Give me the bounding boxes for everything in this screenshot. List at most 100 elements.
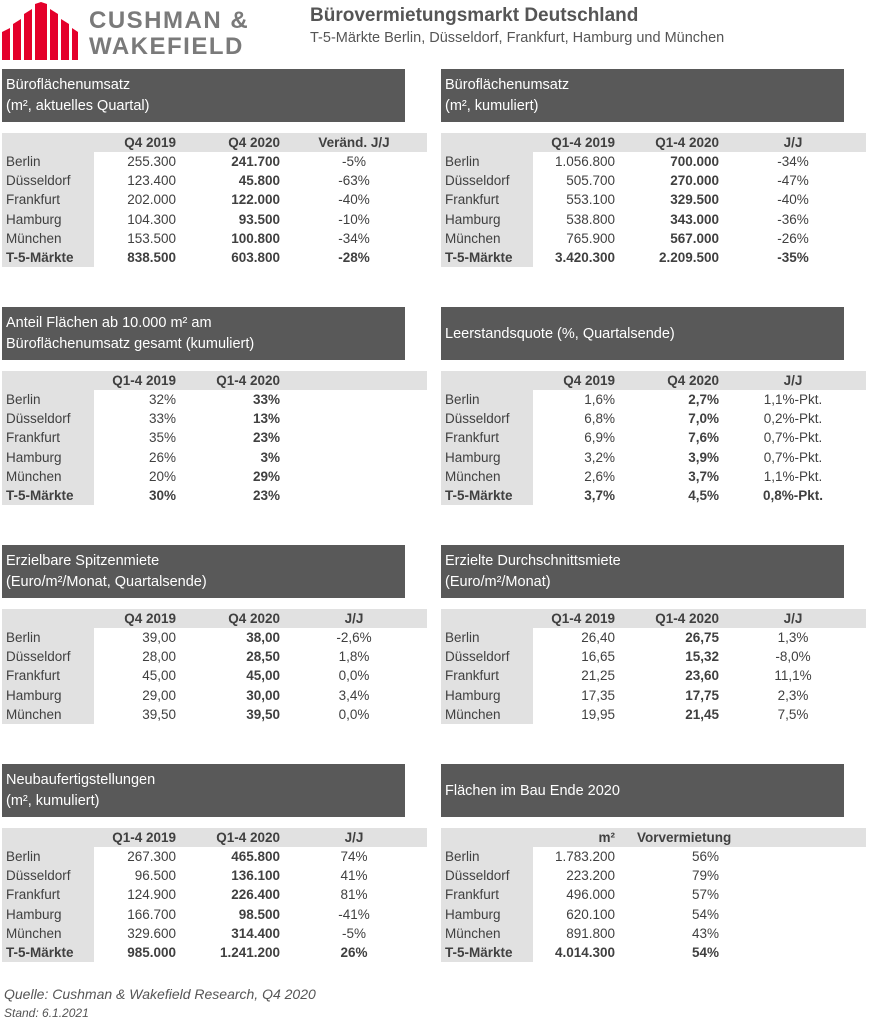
table-cell: 23% [252,487,280,503]
table-cell: 1,8% [338,649,370,665]
table-cell: -35% [777,249,809,265]
table-cell: 43% [691,925,719,941]
table-cell: 1.241.200 [219,944,280,960]
table-row: Düsseldorf 6,8% 7,0% 0,2%-Pkt. [441,409,866,429]
table-row: Berlin 39,00 38,00 -2,6% [2,628,427,648]
table-row: Hamburg 166.700 98.500 -41% [2,904,427,924]
table-cell: 166.700 [127,906,176,922]
table-cell: 2,3% [777,687,809,703]
table-cell [741,847,845,866]
table-cell: 74% [340,849,368,864]
table-total-row: T-5-Märkte 838.500 603.800 -28% [2,247,427,268]
table-row: Berlin 255.300 241.700 -5% [2,152,427,172]
table-cell: 23,60 [685,668,719,684]
date-note: Stand: 6.1.2021 [4,1006,89,1020]
table-cell: 270.000 [670,173,719,189]
panel-heading-line-1: Büroflächenumsatz [6,77,131,93]
row-label: Düsseldorf [441,866,533,886]
column-header [2,133,94,152]
column-header [741,828,845,847]
table-cell: 13% [252,411,280,427]
data-table: Q4 2019 Q4 2020 Veränd. J/J Berlin 255.300 24… [2,133,427,268]
table-cell [302,390,406,409]
table-cell: 465.800 [231,849,280,864]
table-cell: 241.700 [231,154,280,169]
row-label: Düsseldorf [441,409,533,429]
table-cell: 1.783.200 [554,849,615,864]
page-title: Bürovermietungsmarkt Deutschland [310,5,639,26]
panel-heading: Flächen im Bau Ende 2020 [441,764,844,817]
table-cell: 98.500 [238,906,280,922]
table-cell: 1.056.800 [554,154,615,169]
row-label: Berlin [2,390,94,410]
column-header: J/J [344,830,364,845]
table-cell: 202.000 [127,192,176,208]
table-row: Frankfurt 21,25 23,60 11,1% [441,666,866,686]
row-label: Frankfurt [2,885,94,905]
column-header: J/J [783,135,803,150]
row-label: Düsseldorf [2,171,94,191]
table-cell: 2,7% [688,392,719,407]
table-cell: 17,75 [685,687,719,703]
panel-heading-line-2: (m², kumuliert) [6,793,100,809]
table-cell: 0,0% [338,668,370,684]
table-cell: 891.800 [566,925,615,941]
table-cell: 32% [148,392,176,407]
row-label: Berlin [2,847,94,867]
table-row: Düsseldorf 96.500 136.100 41% [2,866,427,886]
table-cell: 553.100 [566,192,615,208]
table-cell: 2.209.500 [658,249,719,265]
column-header: Q4 2019 [124,611,176,626]
table-cell: 838.500 [127,249,176,265]
table-cell: 30,00 [246,687,280,703]
table-cell: 39,50 [246,706,280,722]
table-row: Frankfurt 496.000 57% [441,885,866,905]
row-label: Hamburg [2,209,94,229]
column-header: Q4 2019 [124,135,176,150]
row-label: Berlin [2,628,94,648]
table-cell: 3,4% [338,687,370,703]
table-cell: 7,5% [777,706,809,722]
row-label: Düsseldorf [2,866,94,886]
row-label: München [441,923,533,943]
panel-durchschnittsmiete: Erzielte Durchschnittsmiete (Euro/m²/Mona… [441,545,866,724]
table-row: Frankfurt 35% 23% [2,428,427,448]
table-row: München 329.600 314.400 -5% [2,923,427,943]
table-header-row: Q1-4 2019 Q1-4 2020 [2,371,427,390]
cushman-wakefield-logo-icon [2,2,78,60]
column-header: Vorvermietung [637,830,732,845]
column-header: Q1-4 2019 [551,611,615,626]
table-cell: 23% [252,430,280,446]
row-label: Frankfurt [2,428,94,448]
table-cell: 329.600 [127,925,176,941]
data-table: Q4 2019 Q4 2020 J/J Berlin 39,00 38,00 -2,6% Dü… [2,609,427,724]
table-cell: -40% [777,192,809,208]
row-label: Berlin [441,390,533,410]
table-cell: 93.500 [238,211,280,227]
row-label: Hamburg [2,685,94,705]
table-cell: 329.500 [670,192,719,208]
panel-spitzenmiete: Erzielbare Spitzenmiete (Euro/m²/Monat, Q… [2,545,427,724]
table-cell: 343.000 [670,211,719,227]
table-cell: 4,5% [688,487,719,503]
row-label: München [441,228,533,248]
table-row: Düsseldorf 16,65 15,32 -8,0% [441,647,866,667]
source-note: Quelle: Cushman & Wakefield Research, Q4… [4,986,316,1002]
column-header: Q1-4 2020 [216,373,280,388]
table-cell: 620.100 [566,906,615,922]
table-cell: 0,7%-Pkt. [763,449,823,465]
table-cell: 122.000 [231,192,280,208]
table-cell: 54% [691,944,719,960]
panel-umsatz-kumuliert: Büroflächenumsatz (m², kumuliert) Q1-4 201… [441,69,866,268]
table-cell: 45,00 [142,668,176,684]
logo-line-1: CUSHMAN & [89,7,250,34]
table-row: Berlin 267.300 465.800 74% [2,847,427,867]
column-header: Q1-4 2020 [655,611,719,626]
data-table: Q1-4 2019 Q1-4 2020 J/J Berlin 267.300 465.80… [2,828,427,963]
table-cell: 33% [252,392,280,407]
row-label: T-5-Märkte [2,485,94,506]
table-cell: 1,1%-Pkt. [763,392,823,407]
table-total-row: T-5-Märkte 3.420.300 2.209.500 -35% [441,247,866,268]
table-cell: 28,50 [246,649,280,665]
table-cell [302,428,406,447]
